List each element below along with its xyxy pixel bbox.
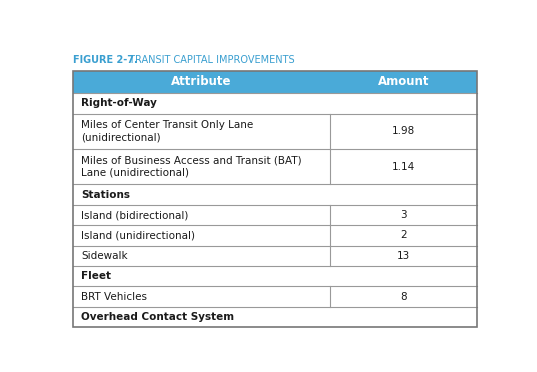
Text: Amount: Amount: [378, 76, 429, 89]
Bar: [74, 307, 477, 327]
Text: 8: 8: [400, 292, 407, 302]
Text: Sidewalk: Sidewalk: [81, 251, 128, 261]
Bar: [74, 149, 477, 185]
Bar: [74, 286, 477, 307]
Text: BRT Vehicles: BRT Vehicles: [81, 292, 147, 302]
Bar: [74, 266, 477, 286]
Bar: [74, 225, 477, 246]
Bar: [74, 113, 477, 149]
Text: Miles of Center Transit Only Lane
(unidirectional): Miles of Center Transit Only Lane (unidi…: [81, 120, 253, 142]
Text: 3: 3: [400, 210, 407, 220]
Text: 1.14: 1.14: [392, 162, 415, 172]
Text: Island (bidirectional): Island (bidirectional): [81, 210, 188, 220]
Bar: [74, 71, 477, 93]
Text: TRANSIT CAPITAL IMPROVEMENTS: TRANSIT CAPITAL IMPROVEMENTS: [126, 55, 295, 65]
Bar: [74, 71, 477, 327]
Text: Miles of Business Access and Transit (BAT)
Lane (unidirectional): Miles of Business Access and Transit (BA…: [81, 156, 302, 178]
Text: FIGURE 2-7.: FIGURE 2-7.: [74, 55, 138, 65]
Bar: [74, 205, 477, 225]
Text: Right-of-Way: Right-of-Way: [81, 98, 157, 108]
Bar: [74, 93, 477, 113]
Text: Attribute: Attribute: [171, 76, 232, 89]
Bar: [74, 185, 477, 205]
Text: Overhead Contact System: Overhead Contact System: [81, 312, 234, 322]
Text: Island (unidirectional): Island (unidirectional): [81, 230, 195, 240]
Text: Stations: Stations: [81, 190, 130, 200]
Text: 1.98: 1.98: [392, 126, 415, 136]
Text: Fleet: Fleet: [81, 271, 111, 281]
Bar: [74, 246, 477, 266]
Text: 2: 2: [400, 230, 407, 240]
Text: 13: 13: [397, 251, 410, 261]
